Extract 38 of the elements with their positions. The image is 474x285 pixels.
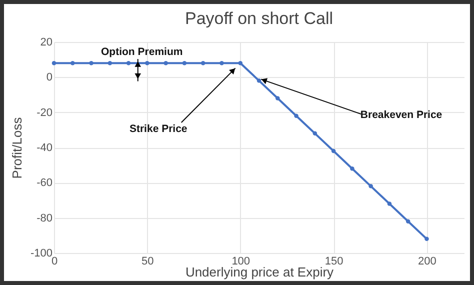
point [276, 96, 280, 100]
y-tick-label: -80 [36, 212, 52, 224]
y-tick-label: -100 [30, 248, 52, 260]
point [164, 60, 168, 66]
point [368, 184, 373, 188]
point [200, 60, 206, 66]
point [406, 219, 410, 224]
point [70, 60, 75, 66]
annotation: Breakeven Price [360, 109, 442, 122]
annotation: Strike Price [129, 123, 188, 136]
y-tick-label: -20 [36, 106, 52, 119]
point [126, 60, 131, 66]
point [331, 148, 336, 154]
y-tick-label: 20 [40, 36, 52, 48]
y-axis-title: Profit/Loss [9, 116, 24, 179]
point [312, 131, 318, 136]
point [238, 60, 242, 66]
x-tick-label: 100 [232, 256, 250, 268]
annotation: Option Premium [101, 46, 183, 58]
x-tick-label: 150 [324, 256, 344, 268]
point [182, 60, 187, 66]
y-tick-label: -40 [36, 142, 52, 154]
y-tick-label: 0 [46, 72, 52, 84]
point [256, 78, 262, 83]
point [145, 60, 150, 66]
point [350, 166, 354, 171]
point [424, 236, 429, 242]
point [387, 202, 392, 206]
point [52, 60, 56, 66]
chart-title: Payoff on short Call [184, 9, 334, 28]
point [108, 60, 112, 66]
point [220, 60, 224, 66]
x-tick-label: 50 [142, 256, 154, 268]
x-axis-title: Underlying price at Expiry [185, 264, 334, 280]
point [294, 114, 298, 118]
x-tick-label: 200 [418, 256, 436, 268]
y-tick-label: -60 [36, 177, 52, 190]
point [89, 60, 94, 66]
